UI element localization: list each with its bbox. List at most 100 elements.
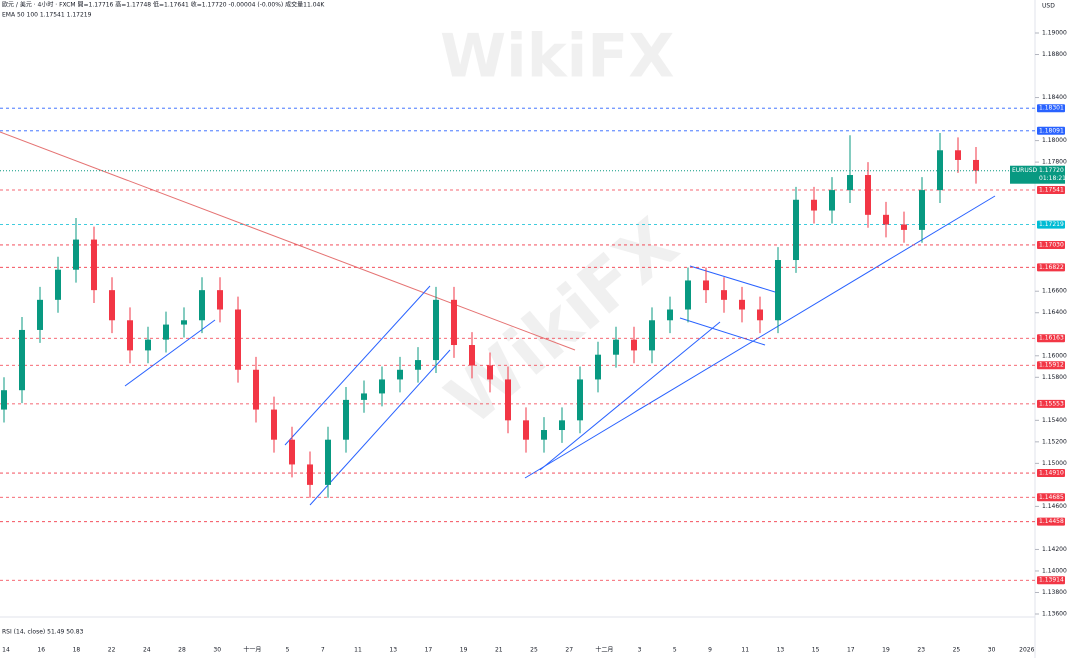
level-tag (1037, 263, 1065, 272)
trend-line (524, 195, 996, 479)
x-tick-label: 7 (321, 647, 325, 654)
y-tick-label: 1.15800 (1042, 374, 1067, 381)
candle-body (181, 320, 187, 325)
candle-body (1, 390, 7, 410)
x-tick-label: 14 (2, 647, 10, 654)
level-tag (1037, 334, 1065, 343)
x-tick-label: 13 (777, 647, 785, 654)
trend-line (679, 317, 766, 346)
level-tag (1037, 361, 1065, 370)
level-label: 1.14910 (1039, 470, 1064, 477)
y-tick-label: 1.14200 (1042, 546, 1067, 553)
trend-line (539, 321, 721, 471)
candle-body (937, 150, 943, 191)
x-tick-label: 2026 (1019, 647, 1034, 654)
candle-body (325, 439, 331, 485)
currency-label: USD (1042, 3, 1055, 10)
level-label: 1.14458 (1039, 518, 1064, 525)
level-label: 1.16163 (1039, 335, 1064, 342)
candle-body (55, 269, 61, 300)
candle-body (451, 299, 457, 346)
x-tick-label: 30 (213, 647, 221, 654)
candle-body (469, 345, 475, 366)
level-tag (1037, 126, 1065, 135)
trend-line (309, 349, 451, 506)
level-label: 1.14685 (1039, 494, 1064, 501)
candle-body (109, 290, 115, 321)
level-tag (1037, 240, 1065, 249)
current-label: 1.17720 (1039, 167, 1064, 174)
level-label: 1.15912 (1039, 362, 1064, 369)
current-tag (1010, 165, 1065, 184)
level-label: 1.16822 (1039, 264, 1064, 271)
x-tick-label: 17 (847, 647, 855, 654)
level-label: 1.15553 (1039, 400, 1064, 407)
candle-body (397, 369, 403, 380)
candle-body (253, 369, 259, 410)
level-label: 1.17541 (1039, 186, 1064, 193)
x-tick-label: 19 (460, 647, 468, 654)
candle-body (847, 175, 853, 191)
candle-body (559, 420, 565, 431)
candle-body (235, 309, 241, 370)
y-tick-label: 1.14000 (1042, 567, 1067, 574)
candle-body (505, 379, 511, 421)
candle-body (199, 290, 205, 321)
y-tick-label: 1.16600 (1042, 288, 1067, 295)
chart-title: 欧元 / 美元 · 4小时 · FXCM 開=1.17716 高=1.17748… (2, 1, 325, 9)
x-tick-label: 25 (530, 647, 538, 654)
level-tag (1037, 517, 1065, 526)
y-tick-label: 1.15200 (1042, 438, 1067, 445)
candle-body (577, 379, 583, 421)
x-tick-label: 27 (565, 647, 573, 654)
candle-body (811, 199, 817, 211)
x-tick-label: 16 (37, 647, 45, 654)
level-label: 1.18301 (1039, 105, 1064, 112)
candle-body (487, 365, 493, 380)
candle-body (667, 309, 673, 321)
x-tick-label: 5 (673, 647, 677, 654)
level-tag (1037, 399, 1065, 408)
trend-line (124, 319, 216, 387)
rsi-label: RSI (14, close) 51.49 50.83 (2, 629, 84, 636)
candle-body (343, 399, 349, 440)
candle-body (595, 354, 601, 380)
candle-body (433, 299, 439, 361)
candle-body (829, 190, 835, 211)
current-symbol: EURUSD (1012, 167, 1038, 174)
candle-body (91, 239, 97, 291)
x-tick-label: 15 (812, 647, 820, 654)
candle-body (883, 214, 889, 225)
candle-body (361, 393, 367, 400)
y-tick-label: 1.18400 (1042, 94, 1067, 101)
candle-body (919, 190, 925, 230)
candle-body (163, 324, 169, 340)
candle-body (865, 175, 871, 215)
x-tick-label: 24 (143, 647, 151, 654)
x-tick-label: 11 (741, 647, 749, 654)
y-tick-label: 1.14600 (1042, 503, 1067, 510)
trend-line (0, 131, 576, 351)
candle-body (19, 329, 25, 391)
candle-body (541, 430, 547, 440)
watermark: WikiFX (440, 22, 674, 92)
trend-line (689, 265, 776, 293)
level-label: 1.13914 (1039, 577, 1064, 584)
level-tag (1037, 104, 1065, 113)
candle-body (757, 309, 763, 321)
x-tick-label: 25 (953, 647, 961, 654)
level-label: 1.17030 (1039, 241, 1064, 248)
x-tick-label: 十一月 (243, 646, 261, 654)
x-tick-label: 十二月 (595, 646, 613, 654)
x-tick-label: 19 (882, 647, 890, 654)
candle-body (379, 379, 385, 394)
y-tick-label: 1.16400 (1042, 309, 1067, 316)
level-label: 1.18091 (1039, 127, 1064, 134)
candle-body (289, 439, 295, 465)
candle-body (703, 280, 709, 291)
x-tick-label: 3 (638, 647, 642, 654)
y-tick-label: 1.13800 (1042, 589, 1067, 596)
x-tick-label: 17 (425, 647, 433, 654)
x-tick-label: 13 (389, 647, 397, 654)
